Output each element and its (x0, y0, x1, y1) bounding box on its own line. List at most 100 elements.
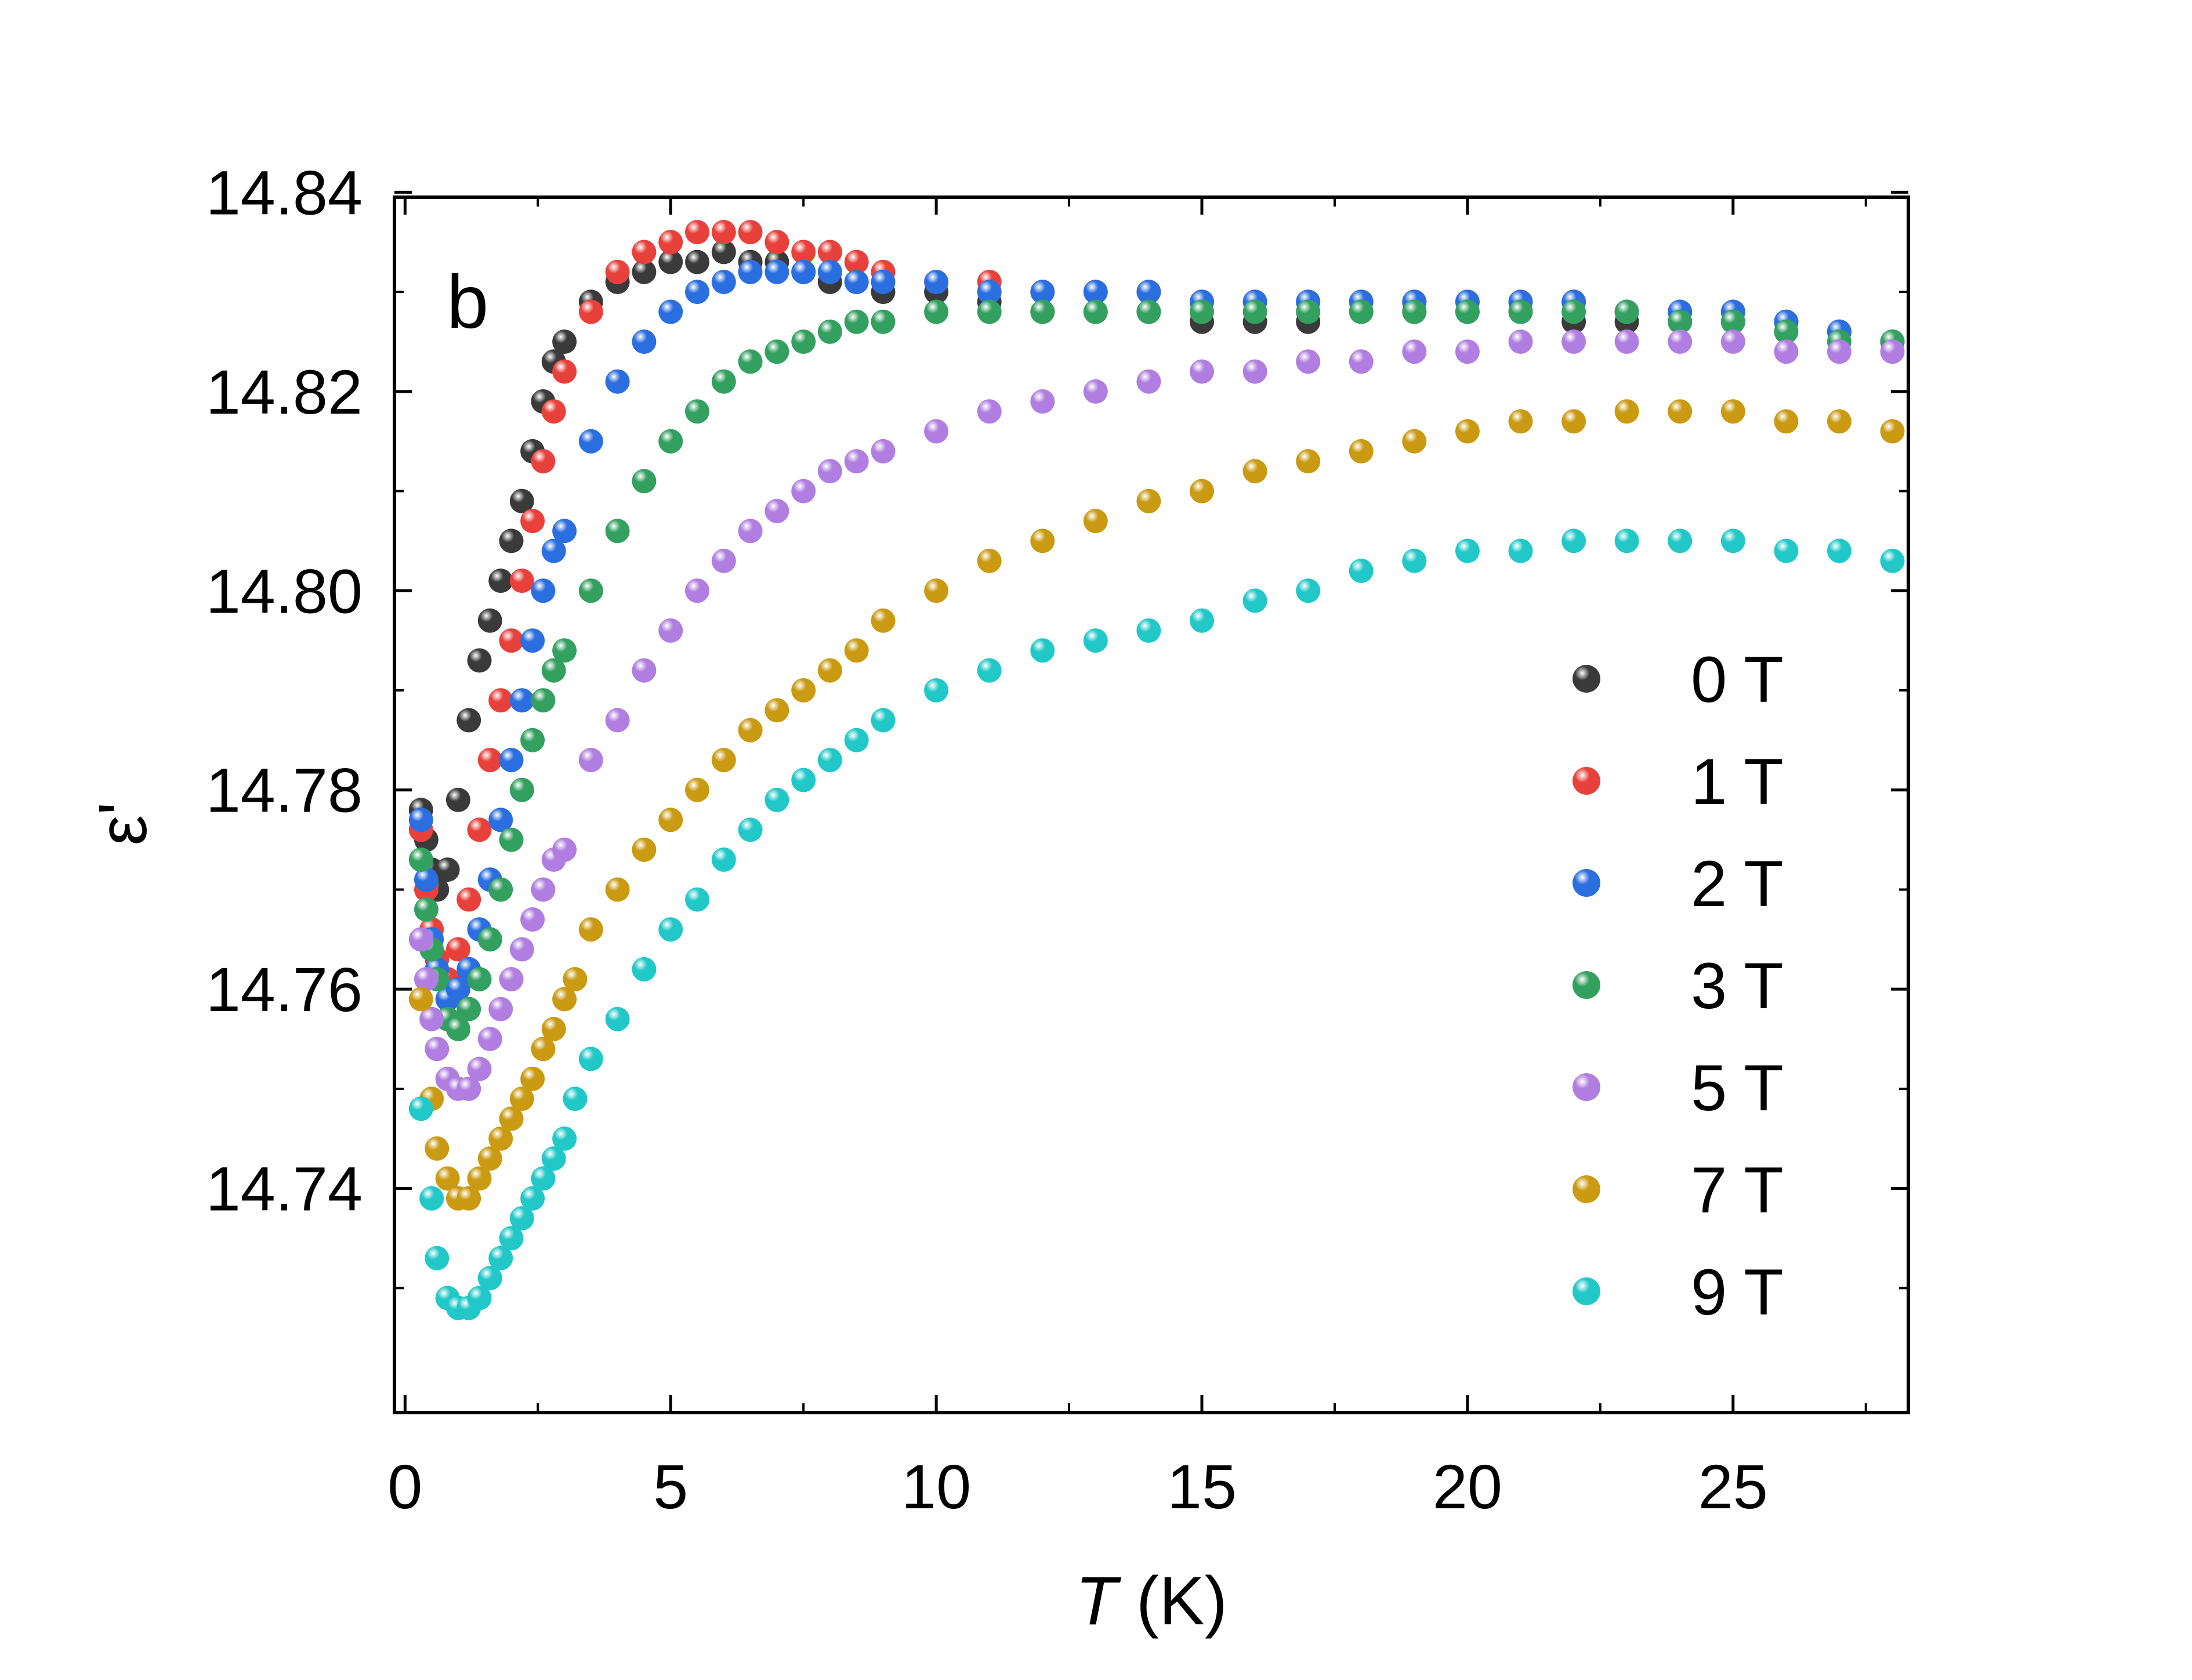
data-point (1242, 359, 1267, 384)
data-point (817, 240, 842, 265)
data-point (541, 399, 566, 424)
data-point (477, 608, 502, 633)
data-point (520, 907, 545, 932)
series-3 (408, 299, 1905, 1041)
data-point (563, 967, 588, 991)
legend-marker (1573, 665, 1600, 693)
data-point (414, 867, 439, 892)
data-point (1083, 379, 1108, 404)
data-point (1083, 509, 1108, 534)
x-tick-label: 0 (387, 1451, 422, 1522)
data-point (738, 220, 763, 245)
x-tick-label: 25 (1698, 1451, 1768, 1522)
data-point (844, 270, 869, 294)
data-point (578, 429, 603, 454)
data-point (765, 230, 789, 255)
data-point (844, 309, 869, 334)
data-point (1349, 349, 1374, 374)
data-point (658, 299, 683, 324)
data-point (419, 1186, 444, 1211)
x-axis-label-variable: T (1075, 1563, 1122, 1639)
data-point (531, 688, 556, 713)
data-point (408, 847, 433, 872)
series-5 (408, 399, 1905, 1211)
data-point (1668, 528, 1693, 553)
data-point (578, 299, 603, 324)
data-point (499, 1106, 524, 1131)
data-point (605, 519, 630, 544)
legend-marker (1573, 767, 1600, 795)
data-point (1508, 409, 1533, 434)
data-point (1349, 559, 1374, 583)
data-point (817, 319, 842, 344)
data-point (552, 987, 577, 1012)
data-point (1030, 389, 1055, 414)
data-point (552, 837, 577, 862)
data-point (1083, 299, 1108, 324)
data-point (488, 877, 513, 902)
data-point (552, 519, 577, 544)
data-point (1668, 330, 1693, 354)
data-point (499, 827, 524, 852)
data-point (445, 937, 470, 962)
legend-label: 2 T (1691, 848, 1784, 920)
data-point (552, 359, 577, 384)
data-point (738, 259, 763, 284)
data-point (488, 1126, 513, 1151)
data-point (1720, 399, 1745, 424)
data-point (1455, 339, 1480, 364)
data-point (711, 220, 736, 245)
x-tick-label: 20 (1433, 1451, 1502, 1522)
data-point (1774, 538, 1799, 563)
data-point (685, 578, 709, 603)
data-point (711, 369, 736, 394)
data-point (1136, 369, 1161, 394)
data-point (632, 658, 657, 683)
data-point (531, 449, 556, 474)
data-point (924, 270, 949, 294)
x-axis-label-unit: (K) (1117, 1563, 1227, 1639)
y-axis-label: ε' (85, 802, 161, 845)
data-point (1402, 548, 1427, 573)
data-point (711, 847, 736, 872)
data-point (509, 488, 534, 513)
data-point (1030, 280, 1055, 305)
data-point (658, 429, 683, 454)
data-point (541, 1016, 566, 1041)
data-point (499, 628, 524, 653)
data-point (977, 399, 1002, 424)
data-point (408, 808, 433, 832)
data-point (552, 330, 577, 354)
legend-marker (1573, 869, 1600, 897)
data-point (658, 917, 683, 942)
data-point (1508, 299, 1533, 324)
data-point (552, 1126, 577, 1151)
data-point (456, 997, 481, 1022)
data-point (578, 917, 603, 942)
data-point (408, 987, 433, 1012)
data-point (520, 509, 545, 534)
data-point (1508, 538, 1533, 563)
data-point (977, 658, 1002, 683)
data-point (1455, 299, 1480, 324)
legend-marker (1573, 1175, 1600, 1203)
legend-label: 5 T (1691, 1052, 1784, 1124)
data-point (791, 259, 816, 284)
data-point (541, 1146, 566, 1171)
series-6 (408, 528, 1905, 1320)
data-point (1508, 330, 1533, 354)
data-point (1242, 459, 1267, 484)
data-point (520, 1066, 545, 1091)
data-point (632, 957, 657, 982)
data-point (425, 1136, 450, 1161)
data-point (685, 280, 709, 305)
legend-marker (1573, 971, 1600, 999)
data-point (509, 777, 534, 802)
data-point (1190, 359, 1214, 384)
data-point (541, 658, 566, 683)
data-point (632, 469, 657, 494)
data-point (1190, 299, 1214, 324)
